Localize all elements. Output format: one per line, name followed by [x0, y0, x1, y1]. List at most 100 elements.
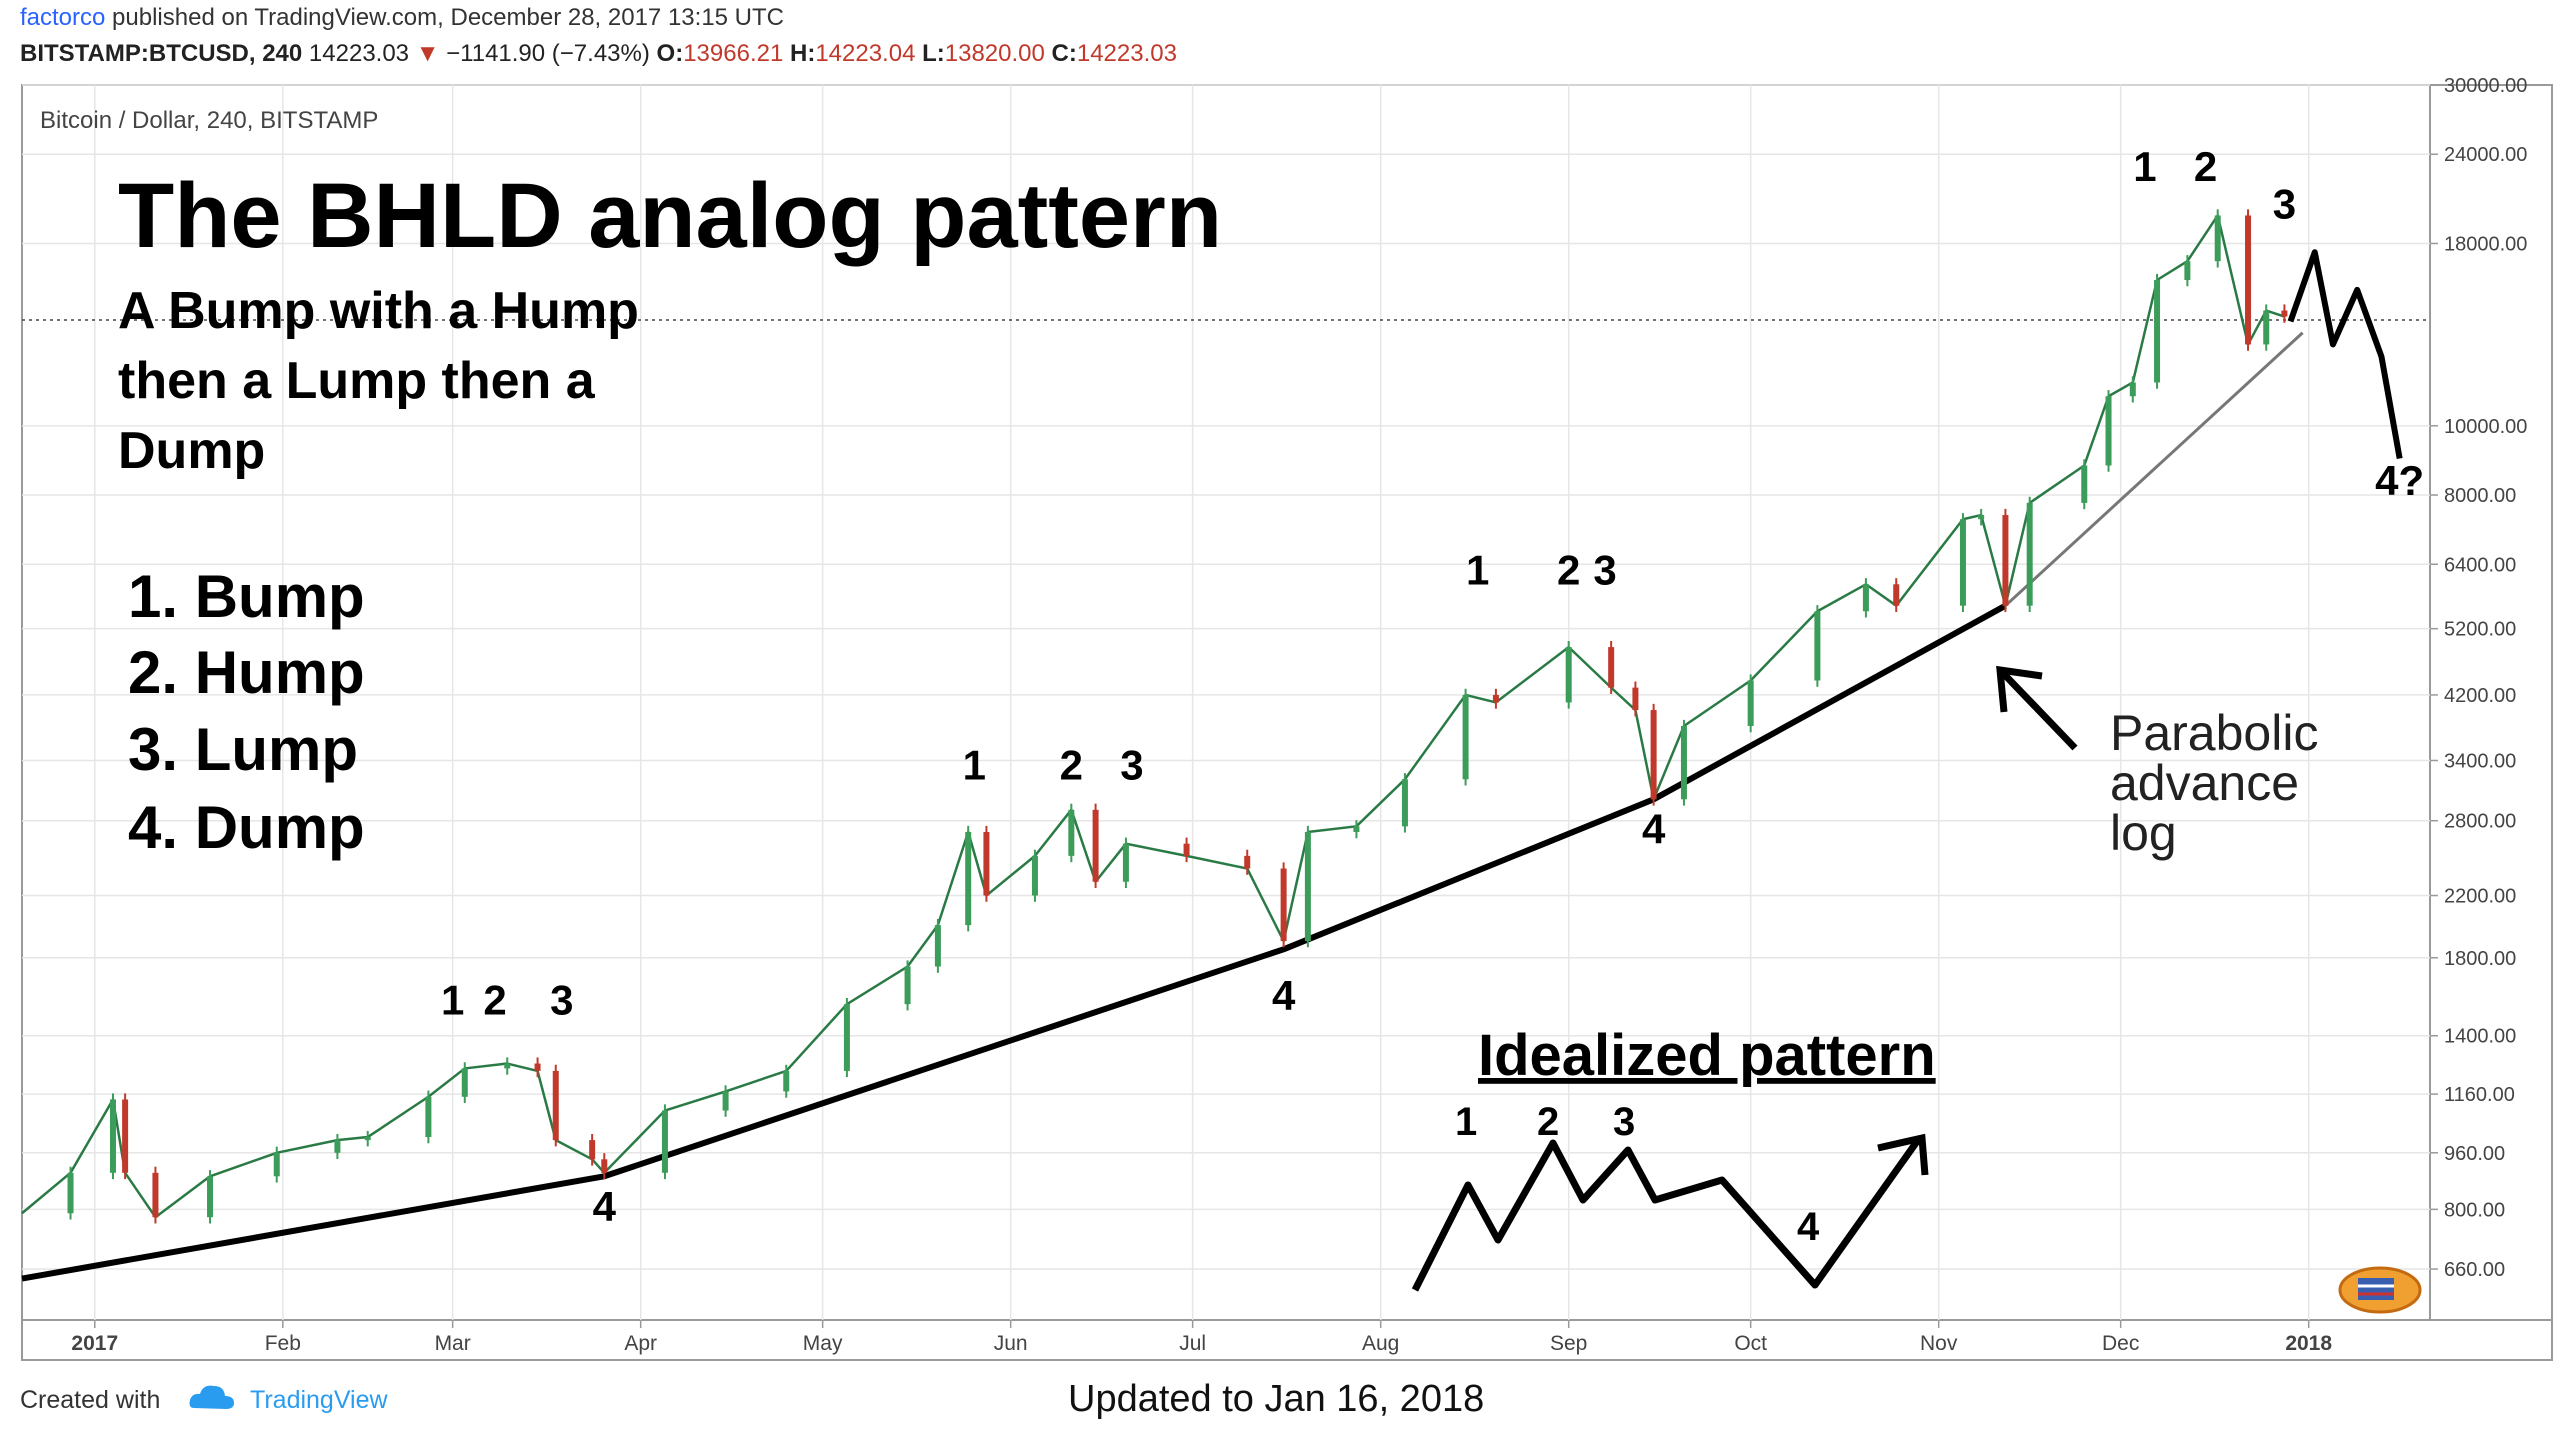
price-tick-label: 6400.00 — [2444, 554, 2516, 576]
pattern-label: 3 — [1593, 546, 1616, 593]
candle-body — [1565, 647, 1572, 703]
candle-body — [661, 1110, 668, 1173]
candle-body — [2026, 502, 2033, 606]
pattern-label: 2 — [2194, 143, 2217, 190]
down-arrow-icon: ▼ — [415, 40, 440, 67]
pattern-label: 4? — [2375, 457, 2424, 504]
open-label: O: — [656, 40, 684, 67]
idealized-label-4: 4 — [1797, 1205, 1820, 1249]
idealized-title: Idealized pattern — [1478, 1023, 1936, 1088]
updated-note: Updated to Jan 16, 2018 — [1068, 1378, 1485, 1420]
candle-body — [2245, 215, 2252, 345]
flag-icon[interactable] — [2338, 1266, 2422, 1314]
price-change: −1141.90 (−7.43%) — [446, 40, 650, 67]
time-tick-label: May — [803, 1332, 843, 1355]
grid — [22, 84, 2430, 1320]
candle-body — [2263, 310, 2270, 345]
tradingview-link[interactable]: TradingView — [250, 1386, 388, 1414]
time-tick-label: Nov — [1920, 1332, 1958, 1355]
price-tick-label: 800.00 — [2444, 1199, 2505, 1221]
tradingview-cloud-icon — [189, 1385, 234, 1409]
idealized-label-3: 3 — [1613, 1100, 1635, 1144]
time-tick-label: Mar — [435, 1332, 471, 1355]
low-label: L: — [922, 40, 945, 67]
time-tick-label: Jul — [1179, 1332, 1206, 1355]
legend-lump: 3. Lump — [128, 716, 358, 783]
legend-hump: 2. Hump — [128, 639, 365, 706]
candle-body — [1244, 855, 1251, 869]
pattern-label: 3 — [2273, 181, 2296, 228]
time-axis: 2017 Feb Mar Apr May Jun Jul Aug Sep Oct Nov Dec 201… — [71, 1320, 2332, 1355]
candle-body — [843, 1004, 850, 1071]
candle-body — [504, 1063, 511, 1069]
pattern-label: 2 — [1060, 741, 1083, 788]
candle-body — [273, 1152, 280, 1177]
candle-body — [1122, 843, 1129, 882]
price-tick-label: 3400.00 — [2444, 750, 2516, 772]
created-with-text: Created with — [20, 1386, 161, 1414]
annotation-line-3: log — [2110, 805, 2177, 861]
projection-line — [2287, 249, 2403, 460]
candle-body — [1031, 855, 1038, 896]
idealized-pattern — [1411, 1133, 1929, 1292]
price-tick-label: 1160.00 — [2444, 1084, 2515, 1106]
price-tick-label: 5200.00 — [2444, 619, 2516, 641]
pattern-label: 3 — [550, 976, 573, 1023]
symbol-label[interactable]: BITSTAMP:BTCUSD, 240 — [20, 40, 303, 67]
time-tick-label: Feb — [265, 1332, 301, 1355]
last-price: 14223.03 — [308, 40, 410, 67]
chart-title: The BHLD analog pattern — [118, 165, 1222, 267]
time-tick-label: Sep — [1550, 1332, 1587, 1355]
idealized-label-2: 2 — [1537, 1100, 1559, 1144]
candle-body — [904, 966, 911, 1005]
pattern-labels: 1 2 341 2 341 2 341 234? — [441, 143, 2424, 1230]
candle-body — [783, 1070, 790, 1092]
pattern-label: 2 — [483, 976, 506, 1023]
candle-body — [122, 1099, 129, 1173]
trendlines — [21, 331, 2304, 1282]
author-link[interactable]: factorco — [20, 4, 106, 31]
price-tick-label: 30000.00 — [2444, 75, 2527, 97]
high-value: 14223.04 — [815, 40, 916, 67]
time-tick-label: 2017 — [71, 1332, 118, 1355]
annotation-line-2: advance — [2110, 755, 2299, 811]
candle-body — [722, 1091, 729, 1111]
candle-body — [2184, 261, 2191, 281]
low-value: 13820.00 — [944, 40, 1045, 67]
subtitle-line-3: Dump — [118, 422, 265, 480]
candle-body — [1462, 694, 1469, 780]
price-tick-label: 960.00 — [2444, 1143, 2505, 1165]
candle-body — [1401, 779, 1408, 827]
legend-dump: 4. Dump — [128, 794, 365, 861]
candle-body — [334, 1140, 341, 1153]
candle-body — [2154, 280, 2161, 383]
pattern-label: 1 — [963, 741, 986, 788]
pattern-label: 3 — [1120, 741, 1143, 788]
candle-body — [67, 1172, 74, 1214]
log-trendline — [2004, 331, 2304, 607]
candle-body — [109, 1099, 116, 1173]
candle-body — [1353, 826, 1360, 832]
close-value: 14223.03 — [1076, 40, 1177, 67]
candle-body — [1978, 515, 1985, 520]
price-tick-label: 2800.00 — [2444, 811, 2516, 833]
candle-body — [2002, 515, 2009, 606]
candle-body — [1747, 680, 1754, 726]
published-text: published on TradingView.com, December 2… — [112, 4, 784, 31]
candle-body — [1608, 647, 1615, 688]
candle-body — [1862, 584, 1869, 612]
legend-bump: 1. Bump — [128, 563, 365, 630]
close-label: C: — [1051, 40, 1077, 67]
subtitle-line-1: A Bump with a Hump — [118, 282, 639, 340]
candle-body — [1304, 831, 1311, 942]
projection-path — [2287, 249, 2403, 460]
price-axis: 30000.00 24000.00 18000.00 10000.00 8000.00 6… — [2430, 75, 2527, 1281]
pane-label: Bitcoin / Dollar, 240, BITSTAMP — [40, 107, 378, 134]
pattern-label: 1 — [1466, 546, 1489, 593]
candle-body — [207, 1176, 214, 1218]
price-line — [21, 214, 2285, 1219]
time-tick-label: Apr — [624, 1332, 657, 1355]
candle-body — [425, 1096, 432, 1138]
price-tick-label: 2200.00 — [2444, 886, 2516, 908]
